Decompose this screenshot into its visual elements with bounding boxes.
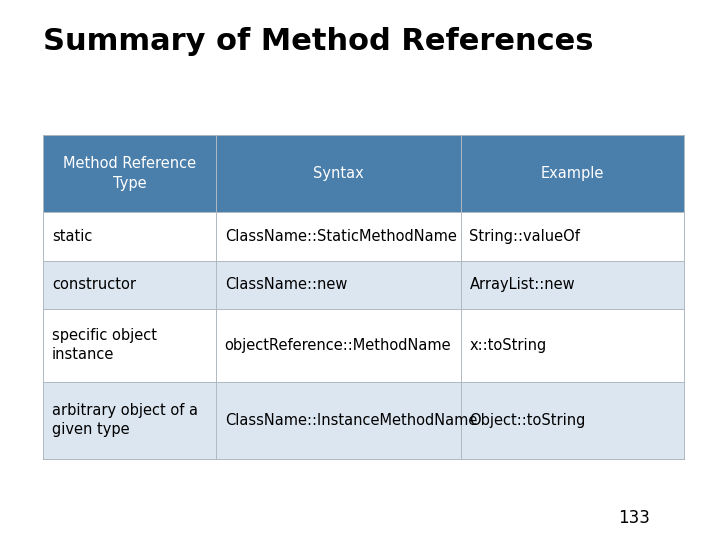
Bar — [43, 382, 684, 459]
Bar — [43, 135, 684, 212]
Text: ClassName::InstanceMethodName: ClassName::InstanceMethodName — [225, 413, 477, 428]
Text: constructor: constructor — [52, 278, 136, 293]
Text: Object::toString: Object::toString — [469, 413, 586, 428]
Bar — [43, 309, 684, 382]
Text: static: static — [52, 229, 92, 244]
Bar — [43, 261, 684, 309]
Text: specific object
instance: specific object instance — [52, 328, 157, 362]
Text: x::toString: x::toString — [469, 338, 546, 353]
Text: String::valueOf: String::valueOf — [469, 229, 580, 244]
Text: 133: 133 — [618, 509, 649, 528]
Text: Method Reference
Type: Method Reference Type — [63, 156, 196, 191]
Text: ArrayList::new: ArrayList::new — [469, 278, 575, 293]
Text: Syntax: Syntax — [313, 166, 364, 181]
Bar — [43, 212, 684, 261]
Text: ClassName::new: ClassName::new — [225, 278, 347, 293]
Text: arbitrary object of a
given type: arbitrary object of a given type — [52, 403, 198, 437]
Text: Summary of Method References: Summary of Method References — [43, 27, 594, 56]
Text: Example: Example — [541, 166, 604, 181]
Text: ClassName::StaticMethodName: ClassName::StaticMethodName — [225, 229, 456, 244]
Text: objectReference::MethodName: objectReference::MethodName — [225, 338, 451, 353]
